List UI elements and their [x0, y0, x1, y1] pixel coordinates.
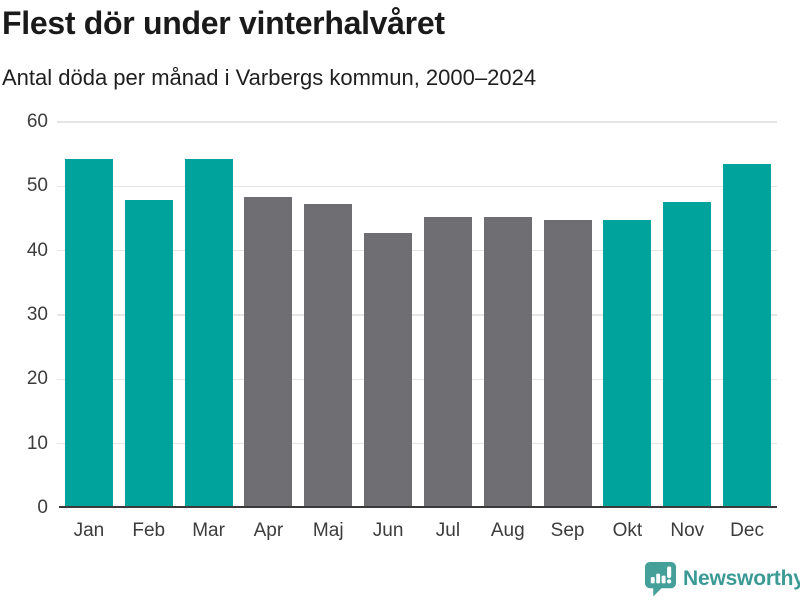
bar-mar — [184, 158, 233, 506]
x-tick-label-jul: Jul — [435, 520, 461, 541]
gridline-50 — [57, 185, 777, 188]
chart-subtitle: Antal döda per månad i Varbergs kommun, … — [2, 65, 537, 90]
gridline-40 — [57, 249, 777, 252]
y-tick-label-60: 60 — [26, 111, 48, 132]
y-tick-label-50: 50 — [26, 175, 48, 197]
bar-jan — [64, 158, 113, 506]
bar-apr — [244, 196, 293, 506]
bar-feb — [124, 200, 173, 506]
x-tick-label-aug: Aug — [490, 520, 525, 541]
bar-nov — [663, 202, 712, 506]
y-tick-label-0: 0 — [37, 497, 48, 518]
y-tick-label-30: 30 — [26, 304, 48, 325]
bar-sep — [543, 220, 592, 506]
x-tick-label-maj: Maj — [312, 520, 344, 541]
y-tick-label-10: 10 — [26, 432, 48, 454]
y-tick-label-20: 20 — [26, 368, 48, 390]
bar-jul — [423, 216, 472, 506]
x-tick-label-mar: Mar — [192, 520, 225, 541]
gridline-10 — [57, 442, 777, 445]
bar-dec — [723, 163, 772, 506]
x-tick-label-jan: Jan — [73, 520, 105, 541]
x-tick-label-nov: Nov — [670, 520, 705, 541]
gridline-30 — [57, 314, 777, 316]
bar-jun — [364, 233, 413, 506]
x-tick-label-okt: Okt — [612, 520, 643, 541]
newsworthy-logo: Newsworthy — [644, 561, 800, 597]
x-tick-label-dec: Dec — [730, 520, 764, 541]
y-tick-label-40: 40 — [26, 239, 48, 261]
x-tick-label-sep: Sep — [550, 520, 585, 541]
bar-aug — [483, 217, 532, 506]
x-tick-label-jun: Jun — [372, 520, 404, 541]
chart-title: Flest dör under vinterhalvåret — [2, 5, 445, 41]
x-tick-label-apr: Apr — [253, 520, 284, 541]
bar-maj — [304, 204, 353, 506]
plot-area — [57, 121, 777, 508]
bar-okt — [603, 220, 652, 506]
x-tick-label-feb: Feb — [132, 520, 166, 541]
gridline-60 — [57, 121, 777, 123]
gridline-20 — [57, 378, 777, 381]
newsworthy-icon — [644, 561, 677, 597]
brand-name: Newsworthy — [683, 567, 800, 590]
